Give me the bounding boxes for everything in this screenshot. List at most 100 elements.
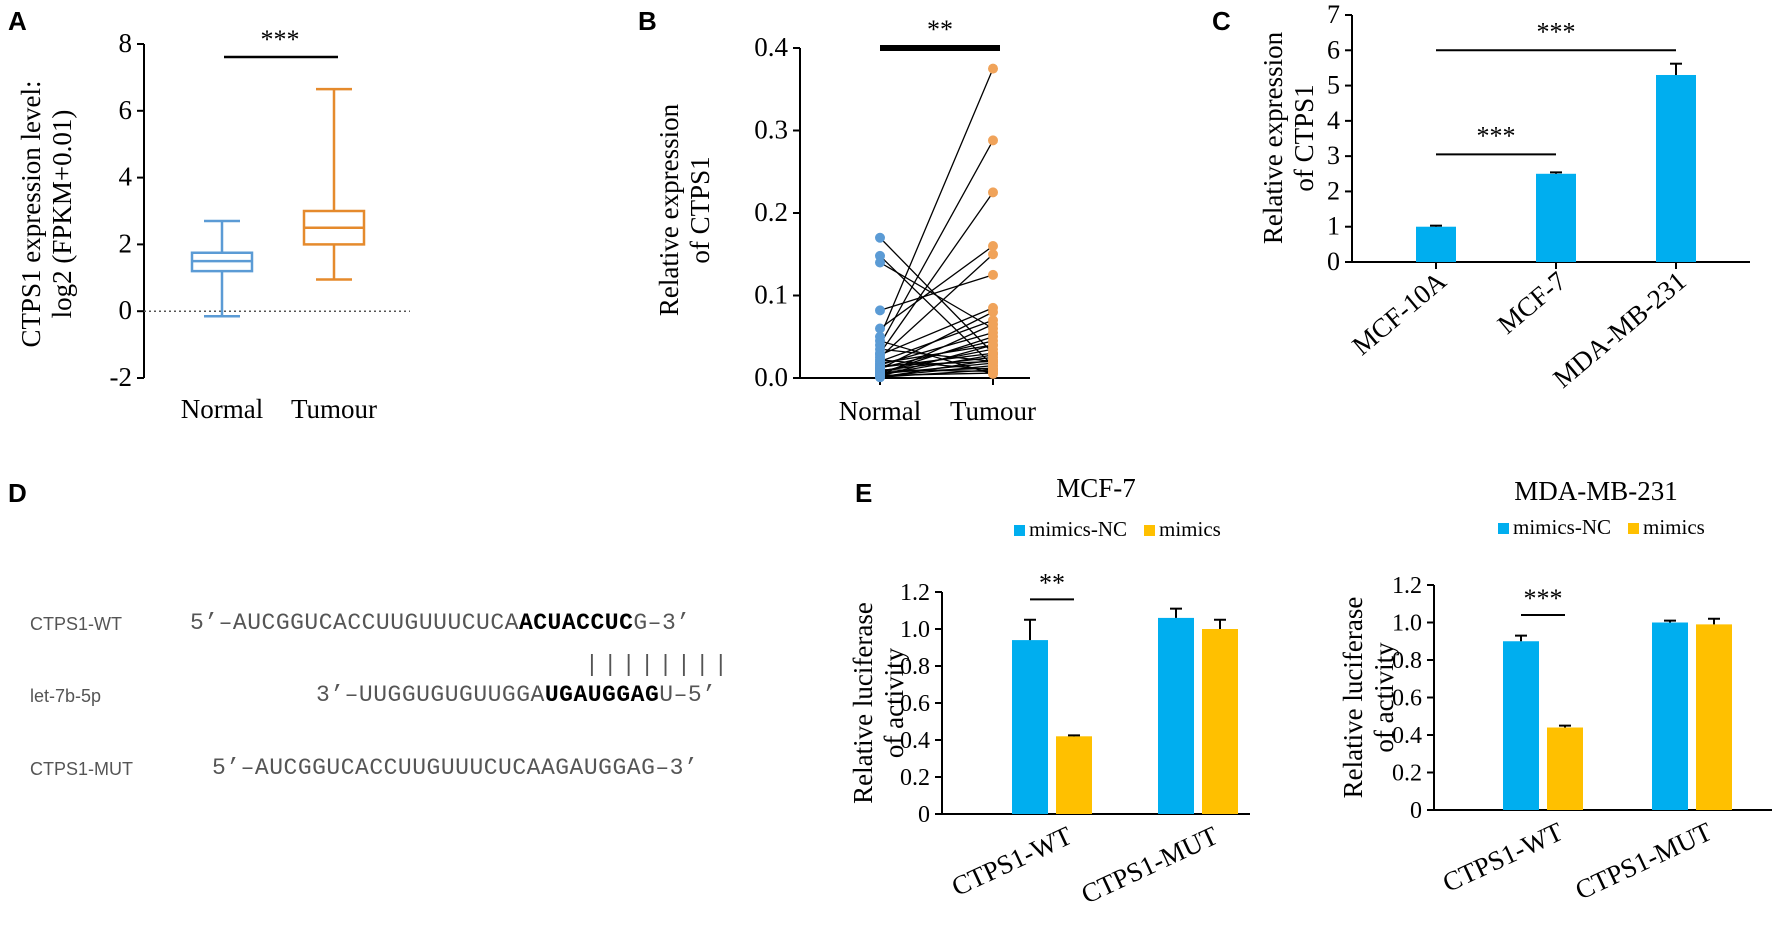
panel-letter-c: C [1212,6,1231,36]
normal-point [875,232,885,243]
pair-line [879,192,994,354]
x-tick-label: MDA-MB-231 [1547,266,1692,394]
y-tick-label: 1.0 [1392,611,1422,637]
bar-mimics-nc [1158,617,1194,814]
sequence-label: CTPS1-MUT [30,759,133,779]
tumour-point [988,331,998,342]
x-tick-label: Tumour [291,394,377,424]
tumour-point [988,135,998,146]
bar [1536,173,1576,262]
chart-b-paired-scatter: 0.0 0.1 0.2 0.3 0.4 Relative expressionof CTP… [654,15,1036,426]
pair-line [879,245,994,330]
x-tick-label: Normal [181,394,263,424]
pair-line [879,307,994,356]
tumour-point [988,63,998,74]
y-axis-title: CTPS1 expression level:log2 (FPKM+0.01) [16,81,77,348]
pair-line [879,359,994,378]
tumour-point [988,340,998,350]
y-tick-label: 0.3 [754,115,788,145]
sequence-alignment: CTPS1-WT 5’–AUCGGUCACCUUGUUUCUCAACUACCUC… [30,600,790,800]
y-tick-label: 4 [1327,106,1340,135]
sequence-seed: ACUACCUC [518,610,634,636]
y-tick-label: 5 [1327,71,1340,100]
y-tick-label: 0 [119,295,133,325]
y-axis-title: Relative luciferaseof activity [848,602,909,804]
x-tick-label: Tumour [950,396,1036,426]
y-tick-label: 0.4 [900,728,930,754]
sequence-suffix: G–3’ [633,610,691,636]
panel-letter-d: D [8,478,27,508]
bar-mimics-nc [1012,640,1048,814]
bar [1656,74,1696,262]
y-tick-label: 0.4 [1392,723,1422,749]
tumour-point [988,187,998,198]
panel-letter-a: A [8,6,27,36]
bar-mimics-nc [1503,641,1539,810]
sequence-seed: UGAUGGAG [544,682,660,708]
tumour-point [988,269,998,280]
significance-label: *** [1477,121,1516,150]
legend-swatch-mimics [1144,525,1155,536]
significance-label: *** [1524,584,1563,613]
y-tick-label: 2 [119,228,133,258]
chart-a-boxplot: -2 0 2 4 6 8 CTPS1 expression level:log2 (FPKM… [16,25,410,424]
legend-swatch-mimics [1628,523,1639,534]
y-tick-label: 6 [119,95,133,125]
y-tick-label: 4 [119,162,133,192]
y-axis-title: Relative expressionof CTPS1 [1258,31,1319,244]
y-axis-title: Relative expressionof CTPS1 [654,103,715,316]
legend-swatch-mimics-nc [1014,525,1025,536]
tumour-point [988,354,998,365]
normal-point [875,372,885,383]
tumour-point [988,249,998,260]
y-tick-label: 0.2 [754,197,788,227]
sequence-prefix: 5’–AUCGGUCACCUUGUUUCUCAAGAUGGAG–3’ [212,755,699,781]
x-tick-label: CTPS1-MUT [1571,816,1717,906]
y-axis-title: Relative luciferaseof activity [1338,597,1399,799]
y-tick-label: 0.2 [900,765,930,791]
chart-title: MDA-MB-231 [1514,476,1678,506]
legend-label: mimics [1159,517,1221,541]
x-tick-label: CTPS1-MUT [1077,820,1223,910]
bar-mimics-nc [1652,622,1688,810]
y-tick-label: 3 [1327,141,1340,170]
legend-label: mimics-NC [1029,517,1127,541]
y-tick-label: 1.2 [900,580,930,606]
normal-point [875,257,885,268]
pair-line [879,274,994,311]
pair-line [879,253,994,358]
tumour-point [988,307,998,317]
y-tick-label: 1.0 [900,617,930,643]
chart-title: MCF-7 [1056,473,1136,503]
panel-letter-b: B [638,6,657,36]
y-tick-label: 0.8 [900,654,930,680]
x-tick-label: MCF-7 [1492,266,1572,340]
pair-line [879,369,994,378]
y-tick-label: 0.6 [1392,686,1422,712]
x-tick-label: CTPS1-WT [1438,816,1568,898]
bar-mimics [1696,624,1732,810]
tumour-point [988,319,998,330]
normal-point [875,323,885,334]
chart-c-bar: 0 1 2 3 4 5 6 7 Relative expressionof CTPS1 MCF-1… [1258,0,1750,394]
y-tick-label: 8 [119,28,133,58]
bar-mimics [1547,727,1583,810]
legend-label: mimics-NC [1513,515,1611,539]
significance-label: *** [261,25,300,54]
y-tick-label: 6 [1327,35,1340,64]
sequence-prefix: 3’–UUGGUGUGUUGGA [316,682,545,708]
y-tick-label: 0.8 [1392,648,1422,674]
y-tick-label: 0 [918,802,930,828]
legend-swatch-mimics-nc [1498,523,1509,534]
y-tick-label: 1.2 [1392,573,1422,599]
pair-line [879,261,994,330]
y-tick-label: 0.0 [754,362,788,392]
sequence-text: 5’–AUCGGUCACCUUGUUUCUCAAGAUGGAG–3’ [212,755,698,781]
normal-point [875,305,885,316]
significance-label: ** [1039,568,1065,597]
y-tick-label: 1 [1327,212,1340,241]
significance-label: ** [927,15,953,44]
